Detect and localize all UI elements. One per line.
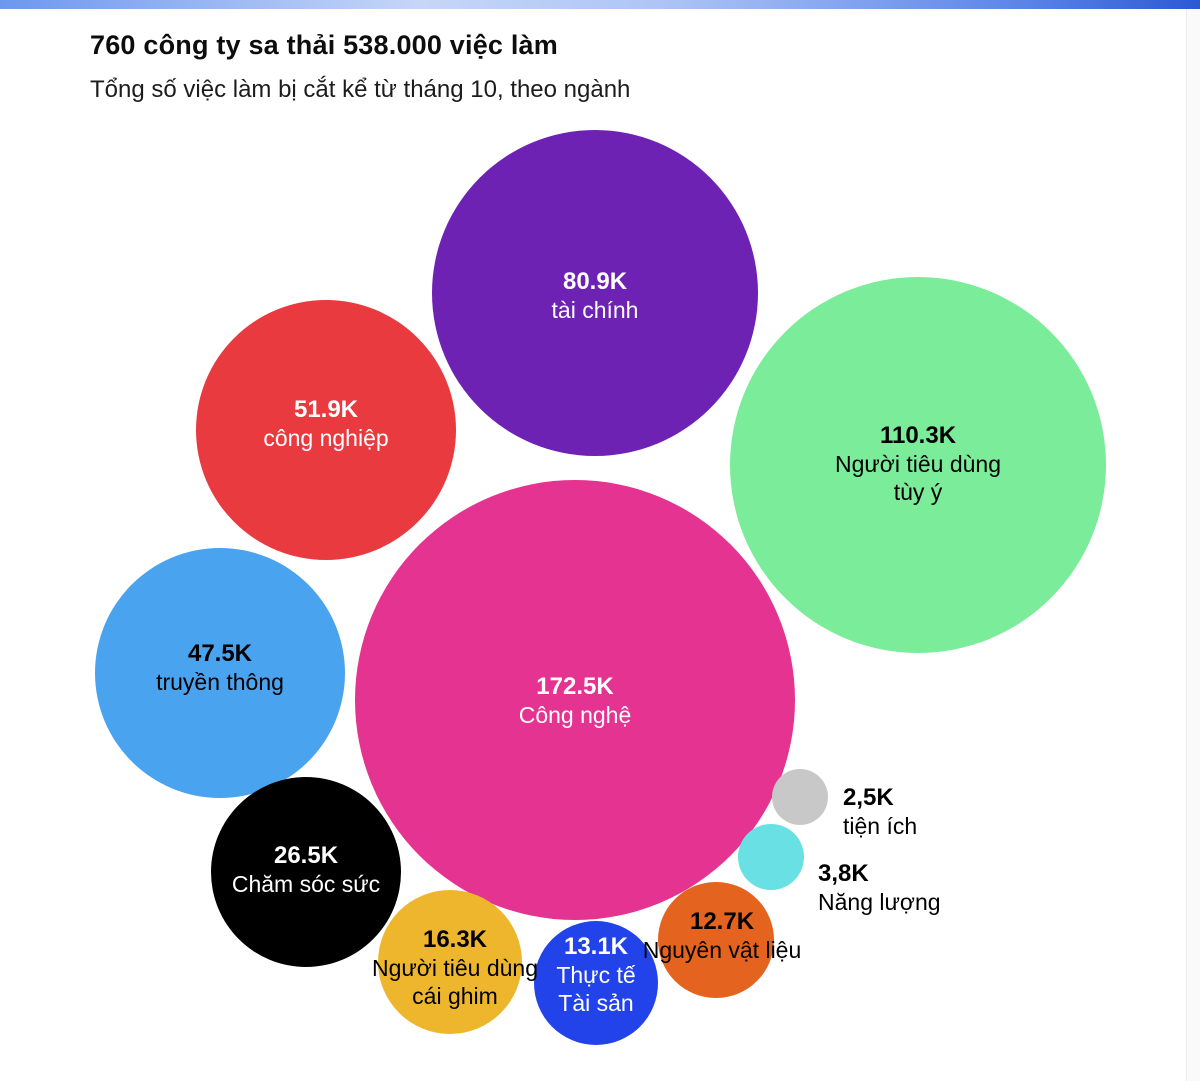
- bubble-name-nang-luong-0: Năng lượng: [818, 889, 941, 915]
- bubble-tai-chinh[interactable]: [432, 130, 758, 456]
- bubble-nguoi-tieu-dung-tuy-y[interactable]: [730, 277, 1106, 653]
- vertical-scrollbar[interactable]: [1186, 9, 1200, 1081]
- bubble-nguyen-vat-lieu[interactable]: [658, 882, 774, 998]
- bubble-cong-nghe[interactable]: [355, 480, 795, 920]
- bubble-tien-ich[interactable]: [772, 769, 828, 825]
- bubble-cham-soc-suc[interactable]: [211, 777, 401, 967]
- bubble-name-tien-ich-0: tiện ích: [843, 813, 918, 839]
- bubble-cong-nghiep[interactable]: [196, 300, 456, 560]
- bubble-value-tien-ich: 2,5K: [843, 784, 894, 811]
- chart-subtitle: Tổng số việc làm bị cắt kể từ tháng 10, …: [90, 76, 631, 103]
- bubble-nang-luong[interactable]: [738, 824, 804, 890]
- chart-header: 760 công ty sa thải 538.000 việc làm Tổn…: [90, 30, 630, 104]
- bubble-thuc-te-tai-san[interactable]: [534, 921, 658, 1045]
- chart-title: 760 công ty sa thải 538.000 việc làm: [90, 30, 558, 60]
- bubble-value-nang-luong: 3,8K: [818, 860, 869, 887]
- top-border: [0, 0, 1200, 9]
- bubble-label-tien-ich: 2,5K tiện ích: [843, 784, 917, 840]
- bubble-label-nang-luong: 3,8K Năng lượng: [818, 860, 941, 916]
- bubble-truyen-thong[interactable]: [95, 548, 345, 798]
- bubble-nguoi-tieu-dung-cai-ghim[interactable]: [378, 890, 522, 1034]
